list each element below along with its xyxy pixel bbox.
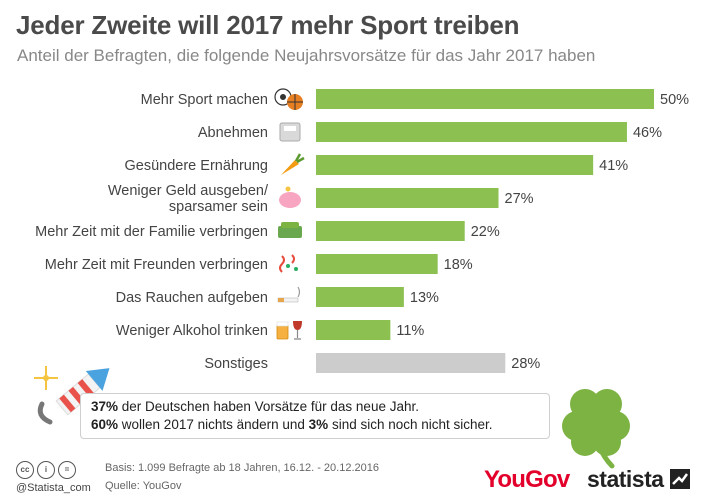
bar [316, 254, 438, 274]
info-pct-3: 3% [308, 417, 329, 432]
bar [316, 188, 499, 208]
info-pct-37: 37% [91, 399, 119, 414]
value-label: 28% [511, 356, 540, 372]
value-label: 41% [599, 158, 628, 174]
bar [316, 320, 391, 340]
sofa-icon [278, 222, 302, 238]
info-text-1: der Deutschen haben Vorsätze für das neu… [118, 399, 419, 414]
carrot-icon [281, 153, 305, 175]
category-label: Sonstiges [204, 356, 268, 372]
bar [316, 155, 594, 175]
scale-icon [279, 122, 301, 142]
bar [316, 287, 404, 307]
basis-note: Basis: 1.099 Befragte ab 18 Jahren, 16.1… [105, 462, 379, 474]
yougov-logo: YouGov [484, 466, 570, 493]
bar [316, 221, 465, 241]
category-label: Gesündere Ernährung [125, 158, 269, 174]
value-label: 22% [471, 224, 500, 240]
category-label: Weniger Alkohol trinken [116, 323, 268, 339]
cigarette-icon [277, 286, 301, 303]
info-pct-60: 60% [91, 417, 119, 432]
info-line-1: 37% der Deutschen haben Vorsätze für das… [91, 399, 419, 414]
info-line-2: 60% wollen 2017 nichts ändern und 3% sin… [91, 417, 493, 432]
value-label: 50% [660, 92, 689, 108]
info-text-2b: sind sich noch nicht sicher. [328, 417, 493, 432]
beer-wine-icon [276, 321, 302, 340]
attribution-icon: i [37, 461, 55, 479]
chart-subtitle: Anteil der Befragten, die folgende Neuja… [17, 46, 596, 65]
license-icons: cc i = [16, 461, 76, 479]
category-label-line: Weniger Geld ausgeben/ [108, 183, 269, 199]
category-label-line: sparsamer sein [169, 199, 268, 215]
sport-balls-icon [274, 88, 303, 110]
info-text-2a: wollen 2017 nichts ändern und [118, 417, 309, 432]
statista-handle: @Statista_com [16, 482, 91, 494]
category-label: Mehr Sport machen [141, 92, 268, 108]
bar [316, 122, 627, 142]
equals-icon: = [58, 461, 76, 479]
source-note: Quelle: YouGov [105, 480, 182, 492]
category-label: Weniger Geld ausgeben/sparsamer sein [108, 183, 269, 215]
statista-mark-icon [670, 469, 690, 489]
piggy-bank-icon [279, 186, 301, 208]
value-label: 27% [505, 191, 534, 207]
confetti-icon [279, 254, 298, 273]
value-label: 11% [396, 323, 424, 339]
firework-rocket-icon [34, 366, 110, 425]
value-label: 18% [444, 257, 473, 273]
bar [316, 353, 506, 373]
info-box: 37% der Deutschen haben Vorsätze für das… [80, 393, 550, 439]
statista-logo: statista [587, 466, 664, 492]
bar [316, 89, 654, 109]
chart-title: Jeder Zweite will 2017 mehr Sport treibe… [16, 10, 520, 40]
category-label: Das Rauchen aufgeben [116, 290, 268, 306]
value-label: 13% [410, 290, 439, 306]
value-label: 46% [633, 125, 662, 141]
category-label: Mehr Zeit mit der Familie verbringen [35, 224, 268, 240]
category-label: Abnehmen [198, 125, 268, 141]
category-label: Mehr Zeit mit Freunden verbringen [45, 257, 268, 273]
clover-icon [562, 389, 630, 469]
cc-icon: cc [16, 461, 34, 479]
